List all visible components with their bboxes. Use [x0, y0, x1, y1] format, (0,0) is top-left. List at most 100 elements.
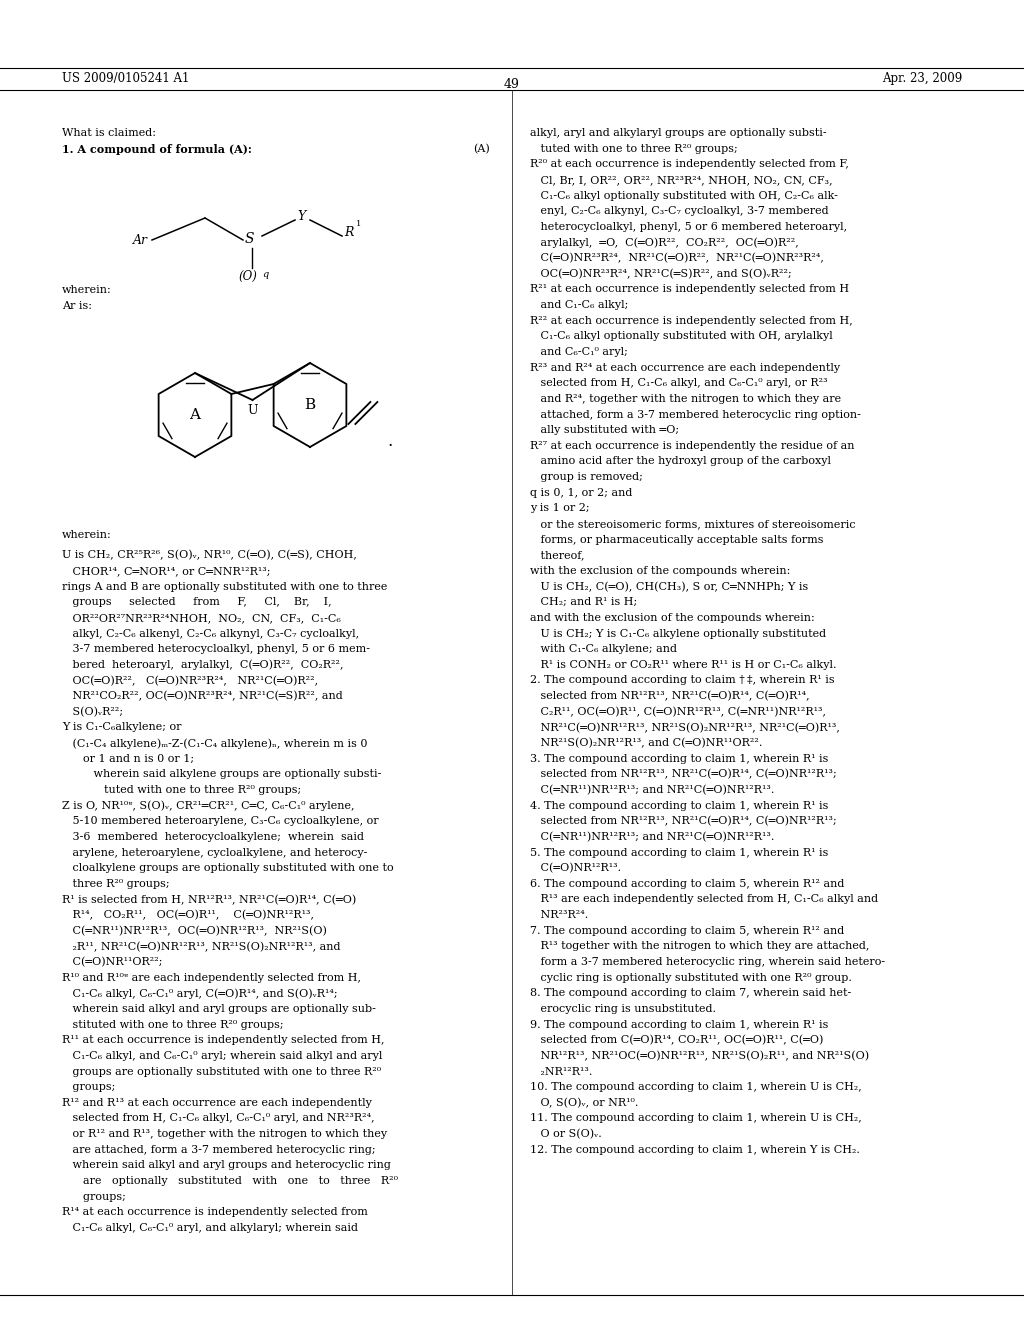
- Text: NR²³R²⁴.: NR²³R²⁴.: [530, 909, 588, 920]
- Text: enyl, C₂-C₆ alkynyl, C₃-C₇ cycloalkyl, 3-7 membered: enyl, C₂-C₆ alkynyl, C₃-C₇ cycloalkyl, 3…: [530, 206, 828, 216]
- Text: S(O)ᵥR²²;: S(O)ᵥR²²;: [62, 706, 123, 717]
- Text: O, S(O)ᵥ, or NR¹⁰.: O, S(O)ᵥ, or NR¹⁰.: [530, 1098, 638, 1109]
- Text: with the exclusion of the compounds wherein:: with the exclusion of the compounds wher…: [530, 566, 791, 576]
- Text: What is claimed:: What is claimed:: [62, 128, 156, 139]
- Text: OC(═O)NR²³R²⁴, NR²¹C(═S)R²², and S(O)ᵥR²²;: OC(═O)NR²³R²⁴, NR²¹C(═S)R²², and S(O)ᵥR²…: [530, 269, 792, 279]
- Text: C(═NR¹¹)NR¹²R¹³; and NR²¹C(═O)NR¹²R¹³.: C(═NR¹¹)NR¹²R¹³; and NR²¹C(═O)NR¹²R¹³.: [530, 832, 774, 842]
- Text: stituted with one to three R²⁰ groups;: stituted with one to three R²⁰ groups;: [62, 1019, 284, 1030]
- Text: y is 1 or 2;: y is 1 or 2;: [530, 503, 590, 513]
- Text: C(═O)NR¹²R¹³.: C(═O)NR¹²R¹³.: [530, 863, 622, 874]
- Text: amino acid after the hydroxyl group of the carboxyl: amino acid after the hydroxyl group of t…: [530, 457, 831, 466]
- Text: C₁-C₆ alkyl optionally substituted with OH, C₂-C₆ alk-: C₁-C₆ alkyl optionally substituted with …: [530, 190, 838, 201]
- Text: 5. The compound according to claim 1, wherein R¹ is: 5. The compound according to claim 1, wh…: [530, 847, 828, 858]
- Text: 10. The compound according to claim 1, wherein U is CH₂,: 10. The compound according to claim 1, w…: [530, 1082, 862, 1092]
- Text: arylalkyl,  ═O,  C(═O)R²²,  CO₂R²²,  OC(═O)R²²,: arylalkyl, ═O, C(═O)R²², CO₂R²², OC(═O)R…: [530, 238, 799, 248]
- Text: 1. A compound of formula (A):: 1. A compound of formula (A):: [62, 144, 252, 154]
- Text: R²¹ at each occurrence is independently selected from H: R²¹ at each occurrence is independently …: [530, 284, 849, 294]
- Text: cloalkylene groups are optionally substituted with one to: cloalkylene groups are optionally substi…: [62, 863, 393, 873]
- Text: R¹⁰ and R¹⁰ᵄ are each independently selected from H,: R¹⁰ and R¹⁰ᵄ are each independently sele…: [62, 973, 361, 982]
- Text: R¹⁴ at each occurrence is independently selected from: R¹⁴ at each occurrence is independently …: [62, 1208, 368, 1217]
- Text: wherein said alkyl and aryl groups and heterocyclic ring: wherein said alkyl and aryl groups and h…: [62, 1160, 391, 1171]
- Text: rings A and B are optionally substituted with one to three: rings A and B are optionally substituted…: [62, 582, 387, 591]
- Text: R²³ and R²⁴ at each occurrence are each independently: R²³ and R²⁴ at each occurrence are each …: [530, 363, 840, 372]
- Text: .: .: [387, 433, 392, 450]
- Text: C₂R¹¹, OC(═O)R¹¹, C(═O)NR¹²R¹³, C(═NR¹¹)NR¹²R¹³,: C₂R¹¹, OC(═O)R¹¹, C(═O)NR¹²R¹³, C(═NR¹¹)…: [530, 706, 826, 717]
- Text: S: S: [245, 232, 255, 246]
- Text: NR²¹S(O)₂NR¹²R¹³, and C(═O)NR¹¹OR²².: NR²¹S(O)₂NR¹²R¹³, and C(═O)NR¹¹OR²².: [530, 738, 763, 748]
- Text: and R²⁴, together with the nitrogen to which they are: and R²⁴, together with the nitrogen to w…: [530, 393, 841, 404]
- Text: NR²¹CO₂R²², OC(═O)NR²³R²⁴, NR²¹C(═S)R²², and: NR²¹CO₂R²², OC(═O)NR²³R²⁴, NR²¹C(═S)R²²,…: [62, 692, 343, 701]
- Text: tuted with one to three R²⁰ groups;: tuted with one to three R²⁰ groups;: [62, 785, 301, 795]
- Text: alkyl, aryl and alkylaryl groups are optionally substi-: alkyl, aryl and alkylaryl groups are opt…: [530, 128, 826, 139]
- Text: tuted with one to three R²⁰ groups;: tuted with one to three R²⁰ groups;: [530, 144, 737, 153]
- Text: 7. The compound according to claim 5, wherein R¹² and: 7. The compound according to claim 5, wh…: [530, 925, 844, 936]
- Text: groups     selected     from     F,     Cl,    Br,    I,: groups selected from F, Cl, Br, I,: [62, 597, 332, 607]
- Text: U is CH₂, CR²⁵R²⁶, S(O)ᵥ, NR¹⁰, C(═O), C(═S), CHOH,: U is CH₂, CR²⁵R²⁶, S(O)ᵥ, NR¹⁰, C(═O), C…: [62, 550, 357, 561]
- Text: or R¹² and R¹³, together with the nitrogen to which they: or R¹² and R¹³, together with the nitrog…: [62, 1129, 387, 1139]
- Text: ₂R¹¹, NR²¹C(═O)NR¹²R¹³, NR²¹S(O)₂NR¹²R¹³, and: ₂R¹¹, NR²¹C(═O)NR¹²R¹³, NR²¹S(O)₂NR¹²R¹³…: [62, 941, 341, 952]
- Text: Z is O, NR¹⁰ᵄ, S(O)ᵥ, CR²¹═CR²¹, C═C, C₆-C₁⁰ arylene,: Z is O, NR¹⁰ᵄ, S(O)ᵥ, CR²¹═CR²¹, C═C, C₆…: [62, 801, 354, 812]
- Text: R¹³ together with the nitrogen to which they are attached,: R¹³ together with the nitrogen to which …: [530, 941, 869, 952]
- Text: R¹ is CONH₂ or CO₂R¹¹ where R¹¹ is H or C₁-C₆ alkyl.: R¹ is CONH₂ or CO₂R¹¹ where R¹¹ is H or …: [530, 660, 837, 669]
- Text: 1: 1: [356, 220, 361, 228]
- Text: wherein said alkylene groups are optionally substi-: wherein said alkylene groups are optiona…: [62, 770, 381, 779]
- Text: wherein said alkyl and aryl groups are optionally sub-: wherein said alkyl and aryl groups are o…: [62, 1005, 376, 1014]
- Text: 12. The compound according to claim 1, wherein Y is CH₂.: 12. The compound according to claim 1, w…: [530, 1144, 860, 1155]
- Text: R²² at each occurrence is independently selected from H,: R²² at each occurrence is independently …: [530, 315, 853, 326]
- Text: attached, form a 3-7 membered heterocyclic ring option-: attached, form a 3-7 membered heterocycl…: [530, 409, 861, 420]
- Text: C(═O)NR²³R²⁴,  NR²¹C(═O)R²²,  NR²¹C(═O)NR²³R²⁴,: C(═O)NR²³R²⁴, NR²¹C(═O)R²², NR²¹C(═O)NR²…: [530, 253, 824, 264]
- Text: groups;: groups;: [62, 1082, 116, 1092]
- Text: cyclic ring is optionally substituted with one R²⁰ group.: cyclic ring is optionally substituted wi…: [530, 973, 852, 982]
- Text: selected from NR¹²R¹³, NR²¹C(═O)R¹⁴, C(═O)NR¹²R¹³;: selected from NR¹²R¹³, NR²¹C(═O)R¹⁴, C(═…: [530, 816, 837, 826]
- Text: Ar: Ar: [133, 234, 148, 247]
- Text: 2. The compound according to claim † ‡, wherein R¹ is: 2. The compound according to claim † ‡, …: [530, 676, 835, 685]
- Text: (A): (A): [473, 144, 490, 154]
- Text: are   optionally   substituted   with   one   to   three   R²⁰: are optionally substituted with one to t…: [62, 1176, 398, 1185]
- Text: Apr. 23, 2009: Apr. 23, 2009: [882, 73, 962, 84]
- Text: R¹³ are each independently selected from H, C₁-C₆ alkyl and: R¹³ are each independently selected from…: [530, 895, 879, 904]
- Text: Y is C₁-C₆alkylene; or: Y is C₁-C₆alkylene; or: [62, 722, 181, 733]
- Text: CH₂; and R¹ is H;: CH₂; and R¹ is H;: [530, 597, 637, 607]
- Text: arylene, heteroarylene, cycloalkylene, and heterocy-: arylene, heteroarylene, cycloalkylene, a…: [62, 847, 368, 858]
- Text: 6. The compound according to claim 5, wherein R¹² and: 6. The compound according to claim 5, wh…: [530, 879, 845, 888]
- Text: selected from NR¹²R¹³, NR²¹C(═O)R¹⁴, C(═O)R¹⁴,: selected from NR¹²R¹³, NR²¹C(═O)R¹⁴, C(═…: [530, 692, 810, 701]
- Text: U is CH₂; Y is C₁-C₆ alkylene optionally substituted: U is CH₂; Y is C₁-C₆ alkylene optionally…: [530, 628, 826, 639]
- Text: q: q: [262, 271, 268, 279]
- Text: groups;: groups;: [62, 1192, 126, 1201]
- Text: form a 3-7 membered heterocyclic ring, wherein said hetero-: form a 3-7 membered heterocyclic ring, w…: [530, 957, 885, 968]
- Text: CHOR¹⁴, C═NOR¹⁴, or C═NNR¹²R¹³;: CHOR¹⁴, C═NOR¹⁴, or C═NNR¹²R¹³;: [62, 566, 270, 576]
- Text: ₂NR¹²R¹³.: ₂NR¹²R¹³.: [530, 1067, 592, 1077]
- Text: heterocycloalkyl, phenyl, 5 or 6 membered heteroaryl,: heterocycloalkyl, phenyl, 5 or 6 membere…: [530, 222, 847, 232]
- Text: C(═NR¹¹)NR¹²R¹³; and NR²¹C(═O)NR¹²R¹³.: C(═NR¹¹)NR¹²R¹³; and NR²¹C(═O)NR¹²R¹³.: [530, 785, 774, 795]
- Text: 3. The compound according to claim 1, wherein R¹ is: 3. The compound according to claim 1, wh…: [530, 754, 828, 764]
- Text: R¹² and R¹³ at each occurrence are each independently: R¹² and R¹³ at each occurrence are each …: [62, 1098, 372, 1107]
- Text: or the stereoisomeric forms, mixtures of stereoisomeric: or the stereoisomeric forms, mixtures of…: [530, 519, 856, 529]
- Text: R: R: [344, 226, 353, 239]
- Text: 49: 49: [504, 78, 520, 91]
- Text: selected from C(═O)R¹⁴, CO₂R¹¹, OC(═O)R¹¹, C(═O): selected from C(═O)R¹⁴, CO₂R¹¹, OC(═O)R¹…: [530, 1035, 823, 1045]
- Text: C₁-C₆ alkyl, and C₆-C₁⁰ aryl; wherein said alkyl and aryl: C₁-C₆ alkyl, and C₆-C₁⁰ aryl; wherein sa…: [62, 1051, 382, 1061]
- Text: ally substituted with ═O;: ally substituted with ═O;: [530, 425, 679, 436]
- Text: US 2009/0105241 A1: US 2009/0105241 A1: [62, 73, 189, 84]
- Text: erocyclic ring is unsubstituted.: erocyclic ring is unsubstituted.: [530, 1005, 716, 1014]
- Text: R²⁷ at each occurrence is independently the residue of an: R²⁷ at each occurrence is independently …: [530, 441, 854, 451]
- Text: C₁-C₆ alkyl, C₆-C₁⁰ aryl, C(═O)R¹⁴, and S(O)ᵥR¹⁴;: C₁-C₆ alkyl, C₆-C₁⁰ aryl, C(═O)R¹⁴, and …: [62, 989, 338, 999]
- Text: NR²¹C(═O)NR¹²R¹³, NR²¹S(O)₂NR¹²R¹³, NR²¹C(═O)R¹³,: NR²¹C(═O)NR¹²R¹³, NR²¹S(O)₂NR¹²R¹³, NR²¹…: [530, 722, 840, 733]
- Text: U is CH₂, C(═O), CH(CH₃), S or, C═NNHPh; Y is: U is CH₂, C(═O), CH(CH₃), S or, C═NNHPh;…: [530, 582, 808, 591]
- Text: with C₁-C₆ alkylene; and: with C₁-C₆ alkylene; and: [530, 644, 677, 655]
- Text: OR²²OR²⁷NR²³R²⁴NHOH,  NO₂,  CN,  CF₃,  C₁-C₆: OR²²OR²⁷NR²³R²⁴NHOH, NO₂, CN, CF₃, C₁-C₆: [62, 612, 341, 623]
- Text: selected from H, C₁-C₆ alkyl, C₆-C₁⁰ aryl, and NR²³R²⁴,: selected from H, C₁-C₆ alkyl, C₆-C₁⁰ ary…: [62, 1114, 375, 1123]
- Text: forms, or pharmaceutically acceptable salts forms: forms, or pharmaceutically acceptable sa…: [530, 535, 823, 545]
- Text: R¹⁴,   CO₂R¹¹,   OC(═O)R¹¹,    C(═O)NR¹²R¹³,: R¹⁴, CO₂R¹¹, OC(═O)R¹¹, C(═O)NR¹²R¹³,: [62, 909, 314, 920]
- Text: 5-10 membered heteroarylene, C₃-C₆ cycloalkylene, or: 5-10 membered heteroarylene, C₃-C₆ cyclo…: [62, 816, 379, 826]
- Text: NR¹²R¹³, NR²¹OC(═O)NR¹²R¹³, NR²¹S(O)₂R¹¹, and NR²¹S(O): NR¹²R¹³, NR²¹OC(═O)NR¹²R¹³, NR²¹S(O)₂R¹¹…: [530, 1051, 869, 1061]
- Text: C₁-C₆ alkyl optionally substituted with OH, arylalkyl: C₁-C₆ alkyl optionally substituted with …: [530, 331, 833, 342]
- Text: and with the exclusion of the compounds wherein:: and with the exclusion of the compounds …: [530, 612, 815, 623]
- Text: Y: Y: [297, 210, 305, 223]
- Text: selected from H, C₁-C₆ alkyl, and C₆-C₁⁰ aryl, or R²³: selected from H, C₁-C₆ alkyl, and C₆-C₁⁰…: [530, 379, 827, 388]
- Text: wherein:: wherein:: [62, 285, 112, 294]
- Text: C(═NR¹¹)NR¹²R¹³,  OC(═O)NR¹²R¹³,  NR²¹S(O): C(═NR¹¹)NR¹²R¹³, OC(═O)NR¹²R¹³, NR²¹S(O): [62, 925, 327, 936]
- Text: and C₆-C₁⁰ aryl;: and C₆-C₁⁰ aryl;: [530, 347, 628, 356]
- Text: 11. The compound according to claim 1, wherein U is CH₂,: 11. The compound according to claim 1, w…: [530, 1114, 862, 1123]
- Text: 4. The compound according to claim 1, wherein R¹ is: 4. The compound according to claim 1, wh…: [530, 801, 828, 810]
